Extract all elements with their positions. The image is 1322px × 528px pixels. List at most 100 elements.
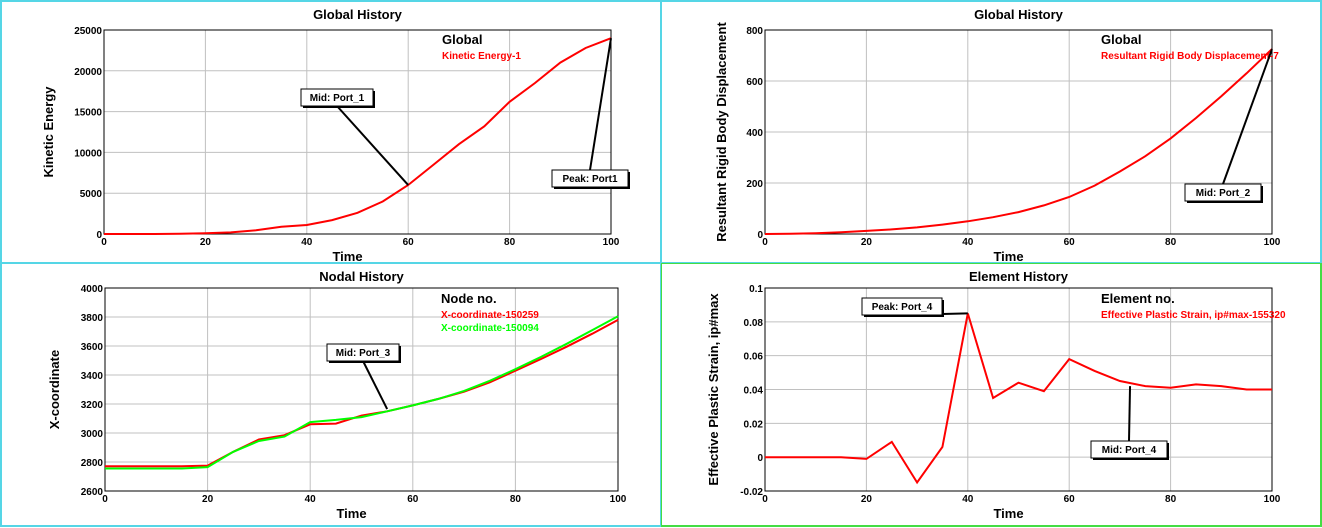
x-tick-label: 40 bbox=[962, 237, 974, 248]
series-line-1 bbox=[105, 319, 619, 468]
plot-frame bbox=[764, 29, 1273, 235]
x-tick-label: 0 bbox=[762, 494, 768, 505]
x-tick-label: 80 bbox=[1165, 494, 1177, 505]
annotation-box bbox=[300, 88, 374, 107]
x-tick-label: 80 bbox=[1165, 237, 1177, 248]
x-tick-label: 60 bbox=[403, 237, 415, 248]
x-tick-label: 40 bbox=[962, 494, 974, 505]
chart-title: Global History bbox=[313, 7, 403, 22]
annotation-label: Mid: Port_3 bbox=[336, 348, 391, 359]
annotation-leader bbox=[362, 360, 389, 410]
plot-frame bbox=[103, 29, 612, 235]
x-tick-label: 60 bbox=[1064, 237, 1076, 248]
y-tick-label: 0 bbox=[96, 230, 102, 241]
legend-entry: Effective Plastic Strain, ip#max-155320 bbox=[1101, 310, 1286, 321]
y-tick-label: 2800 bbox=[81, 458, 104, 469]
x-axis-label: Time bbox=[993, 506, 1023, 521]
x-axis-label: Time bbox=[332, 249, 362, 264]
annotation-box bbox=[1184, 183, 1262, 202]
x-tick-label: 20 bbox=[200, 237, 212, 248]
annotation-label: Peak: Port_4 bbox=[872, 302, 933, 313]
series-line-2 bbox=[105, 315, 619, 470]
legend-entry: Kinetic Energy-1 bbox=[442, 51, 521, 62]
annotation-leader bbox=[336, 105, 409, 186]
element-history-chart-panel[interactable]: Element History 0 20 40 60 80 100 -0.02 0 0.02 0.0… bbox=[661, 263, 1322, 527]
legend-entry: X-coordinate-150259 bbox=[441, 310, 539, 321]
chart-title: Global History bbox=[974, 7, 1064, 22]
annotation-leader bbox=[589, 38, 612, 171]
annotation-label: Mid: Port_1 bbox=[310, 93, 365, 104]
y-tick-label: 0.06 bbox=[744, 352, 764, 363]
y-tick-label: 4000 bbox=[81, 284, 104, 295]
legend-entry: X-coordinate-150094 bbox=[441, 323, 539, 334]
y-tick-label: 20000 bbox=[74, 67, 102, 78]
plot-frame bbox=[104, 287, 619, 492]
x-tick-label: 60 bbox=[407, 494, 419, 505]
x-tick-label: 60 bbox=[1064, 494, 1076, 505]
x-axis-label: Time bbox=[336, 506, 366, 521]
annotation-label: Peak: Port1 bbox=[562, 174, 617, 185]
x-tick-label: 80 bbox=[504, 237, 516, 248]
y-tick-label: 0.04 bbox=[744, 386, 764, 397]
x-tick-label: 100 bbox=[1264, 494, 1281, 505]
x-tick-label: 100 bbox=[610, 494, 627, 505]
x-tick-label: 20 bbox=[861, 237, 873, 248]
kinetic-energy-chart: Global History 0 20 40 60 80 100 0 5000 10000 1500… bbox=[41, 7, 630, 264]
y-axis-label: X-coordinate bbox=[47, 350, 62, 429]
legend-entry: Resultant Rigid Body Displacement-7 bbox=[1101, 51, 1279, 62]
chart-title: Nodal History bbox=[319, 269, 404, 284]
series-line-1 bbox=[765, 313, 1272, 485]
y-tick-label: 0 bbox=[757, 230, 763, 241]
series-line-1 bbox=[104, 37, 612, 235]
chart-title: Element History bbox=[969, 269, 1069, 284]
x-tick-label: 0 bbox=[102, 494, 108, 505]
annotation-label: Mid: Port_2 bbox=[1196, 188, 1251, 199]
y-tick-label: 3200 bbox=[81, 400, 104, 411]
displacement-chart-panel[interactable]: Global History 0 20 40 60 80 100 0 200 400 600 800 T… bbox=[661, 0, 1322, 264]
y-tick-label: 200 bbox=[746, 179, 763, 190]
y-tick-label: 2600 bbox=[81, 487, 104, 498]
y-axis-label: Effective Plastic Strain, ip#max bbox=[706, 293, 721, 486]
y-axis-label: Resultant Rigid Body Displacement bbox=[714, 22, 729, 242]
nodal-history-chart: Nodal History 0 20 40 60 80 100 2600 2800 3000 320… bbox=[47, 269, 627, 521]
y-tick-label: 15000 bbox=[74, 108, 102, 119]
annotation-box bbox=[326, 343, 400, 362]
x-tick-label: 40 bbox=[301, 237, 313, 248]
annotation-label: Mid: Port_4 bbox=[1102, 445, 1157, 456]
displacement-chart: Global History 0 20 40 60 80 100 0 200 400 600 800 T… bbox=[714, 7, 1281, 264]
y-tick-label: 10000 bbox=[74, 148, 102, 159]
nodal-history-chart-panel[interactable]: Nodal History 0 20 40 60 80 100 2600 2800 3000 320… bbox=[0, 263, 661, 527]
kinetic-energy-chart-panel[interactable]: Global History 0 20 40 60 80 100 0 5000 10000 1500… bbox=[0, 0, 661, 264]
x-tick-label: 20 bbox=[202, 494, 214, 505]
y-tick-label: 0.1 bbox=[749, 284, 763, 295]
annotation-box bbox=[861, 297, 943, 316]
y-tick-label: 3000 bbox=[81, 429, 104, 440]
y-tick-label: 0.02 bbox=[744, 419, 764, 430]
legend-title: Global bbox=[442, 32, 482, 47]
x-tick-label: 0 bbox=[762, 237, 768, 248]
annotation-box bbox=[1090, 440, 1168, 459]
y-axis-label: Kinetic Energy bbox=[41, 86, 56, 178]
annotation-box bbox=[551, 169, 629, 188]
y-tick-label: 3800 bbox=[81, 313, 104, 324]
annotation-leader bbox=[1128, 386, 1132, 442]
y-tick-label: 600 bbox=[746, 77, 763, 88]
y-tick-label: -0.02 bbox=[740, 487, 763, 498]
x-tick-label: 100 bbox=[1264, 237, 1281, 248]
annotation-leader bbox=[1222, 48, 1273, 185]
x-tick-label: 40 bbox=[305, 494, 317, 505]
series-line-1 bbox=[764, 48, 1273, 235]
x-tick-label: 100 bbox=[603, 237, 620, 248]
y-tick-label: 0 bbox=[757, 453, 763, 464]
x-axis-label: Time bbox=[993, 249, 1023, 264]
y-tick-label: 0.08 bbox=[744, 318, 764, 329]
legend-title: Global bbox=[1101, 32, 1141, 47]
x-tick-label: 0 bbox=[101, 237, 107, 248]
legend-title: Node no. bbox=[441, 291, 497, 306]
y-tick-label: 400 bbox=[746, 128, 763, 139]
y-tick-label: 25000 bbox=[74, 26, 102, 37]
x-tick-label: 20 bbox=[861, 494, 873, 505]
y-tick-label: 5000 bbox=[80, 189, 103, 200]
y-tick-label: 3400 bbox=[81, 371, 104, 382]
